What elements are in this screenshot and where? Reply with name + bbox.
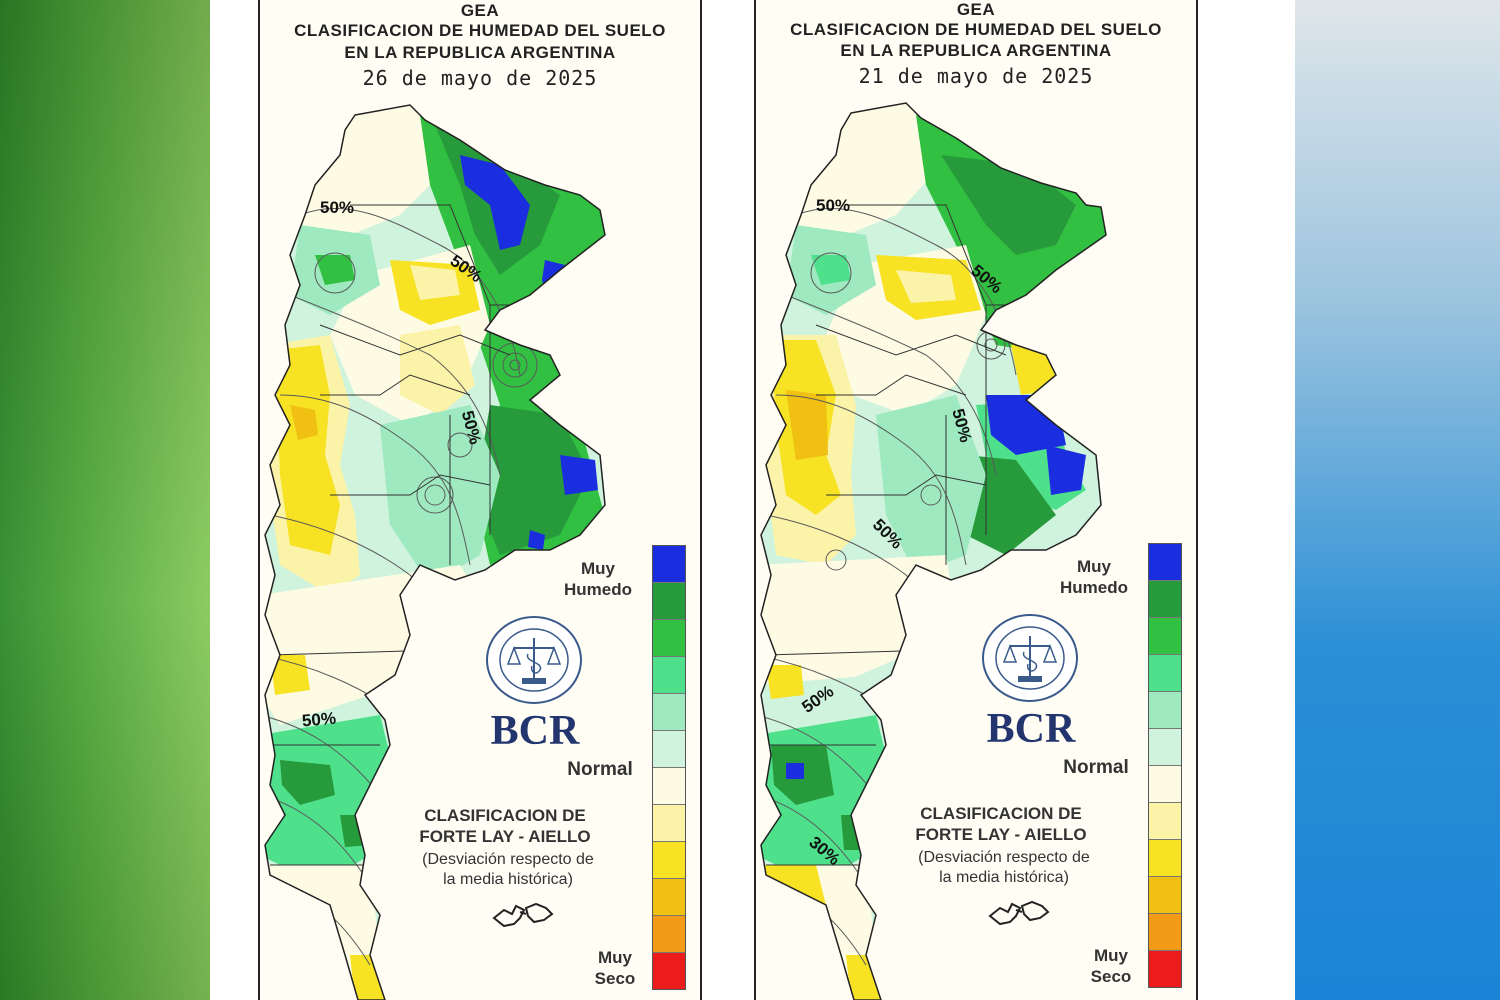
map-date: 21 de mayo de 2025 xyxy=(858,64,1094,88)
deviation-line-1: (Desviación respecto de xyxy=(918,849,1090,866)
legend-swatch xyxy=(653,546,685,583)
legend-swatch xyxy=(653,731,685,768)
legend-swatch xyxy=(653,842,685,879)
legend-swatch xyxy=(653,694,685,731)
legend-bottom-label: Muy Seco xyxy=(594,948,636,988)
legend-swatch xyxy=(1149,951,1181,987)
contour-label: 50% xyxy=(301,709,337,731)
legend-swatch xyxy=(653,879,685,916)
legend-color-bar xyxy=(652,545,686,990)
legend-swatch xyxy=(1149,544,1181,581)
deviation-line-2: la media histórica) xyxy=(939,869,1069,886)
legend-swatch xyxy=(1149,766,1181,803)
classification-line-2: FORTE LAY - AIELLO xyxy=(419,827,591,846)
legend-swatch xyxy=(653,953,685,989)
soil-moisture-map: 50% 50% 50% 50% xyxy=(264,104,606,1000)
legend-top-label: Muy Humedo xyxy=(564,559,632,599)
legend-swatch xyxy=(653,657,685,694)
legend-bottom-label: Muy Seco xyxy=(1090,946,1132,986)
malvinas-islands xyxy=(988,900,1050,926)
malvinas-islands xyxy=(492,902,554,928)
map-title-line-1: CLASIFICACION DE HUMEDAD DEL SUELO xyxy=(294,21,666,40)
soil-moisture-map: 50% 50% 50% 50% 50% 30% xyxy=(760,102,1107,1000)
legend-swatch xyxy=(653,916,685,953)
classification-line-2: FORTE LAY - AIELLO xyxy=(915,825,1087,844)
background-right-blue xyxy=(1295,0,1500,1000)
legend-mid-label: Normal xyxy=(567,759,633,780)
legend-swatch xyxy=(1149,729,1181,766)
contour-label: 50% xyxy=(320,198,354,217)
legend-swatch xyxy=(1149,914,1181,951)
bcr-seal-logo xyxy=(982,614,1078,702)
legend-swatch xyxy=(653,583,685,620)
map-title-line-1: CLASIFICACION DE HUMEDAD DEL SUELO xyxy=(790,20,1162,39)
map-title-line-2: EN LA REPUBLICA ARGENTINA xyxy=(840,41,1112,60)
bcr-logo-text: BCR xyxy=(986,706,1076,752)
legend-mid-label: Normal xyxy=(1063,757,1129,778)
legend-swatch xyxy=(1149,692,1181,729)
map-panel-may-26: GEA CLASIFICACION DE HUMEDAD DEL SUELO E… xyxy=(258,0,702,1000)
legend-swatch xyxy=(653,620,685,657)
legend-swatch xyxy=(653,768,685,805)
legend-swatch xyxy=(653,805,685,842)
contour-label: 50% xyxy=(816,196,850,215)
legend-top-label: Muy Humedo xyxy=(1060,557,1128,597)
legend-swatch xyxy=(1149,803,1181,840)
legend-swatch xyxy=(1149,877,1181,914)
deviation-line-2: la media histórica) xyxy=(443,871,573,888)
bcr-seal-logo xyxy=(486,616,582,704)
header-gea: GEA xyxy=(460,1,500,20)
bcr-logo-text: BCR xyxy=(490,708,580,754)
classification-line-1: CLASIFICACION DE xyxy=(920,804,1082,823)
header-gea: GEA xyxy=(956,0,996,19)
map-title-line-2: EN LA REPUBLICA ARGENTINA xyxy=(344,43,616,62)
legend-swatch xyxy=(1149,655,1181,692)
legend-color-bar xyxy=(1148,543,1182,988)
background-left-green xyxy=(0,0,210,1000)
classification-line-1: CLASIFICACION DE xyxy=(424,806,586,825)
legend-swatch xyxy=(1149,840,1181,877)
deviation-line-1: (Desviación respecto de xyxy=(422,851,594,868)
legend-swatch xyxy=(1149,618,1181,655)
map-panel-may-21: GEA CLASIFICACION DE HUMEDAD DEL SUELO E… xyxy=(754,0,1198,1000)
legend-swatch xyxy=(1149,581,1181,618)
map-date: 26 de mayo de 2025 xyxy=(362,66,598,90)
